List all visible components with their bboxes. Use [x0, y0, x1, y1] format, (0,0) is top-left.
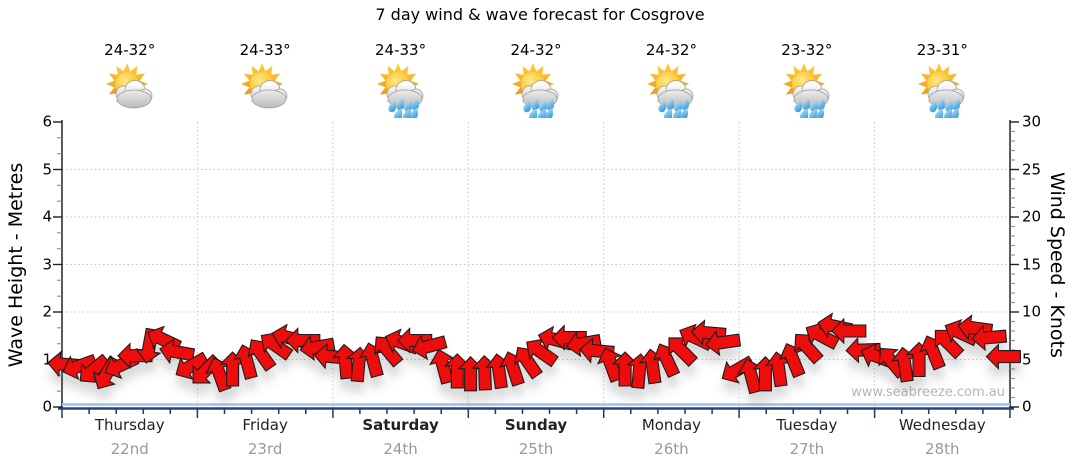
day-temperature: 24-33° [375, 41, 427, 59]
day-temperature: 24-33° [239, 41, 291, 59]
left-axis-tick-label: 6 [42, 112, 52, 131]
right-axis-tick-label: 10 [1022, 302, 1042, 321]
day-name: Thursday [94, 416, 165, 434]
chart-title: 7 day wind & wave forecast for Cosgrove [375, 5, 705, 24]
right-axis-tick-label: 20 [1022, 207, 1042, 226]
day-date: 23rd [247, 440, 283, 458]
day-temperature: 23-32° [781, 41, 833, 59]
day-temperature: 24-32° [510, 41, 562, 59]
day-name: Wednesday [898, 416, 986, 434]
day-date: 25th [518, 440, 554, 458]
day-date: 22nd [110, 440, 149, 458]
right-axis-tick-label: 15 [1022, 255, 1042, 274]
left-axis-tick-label: 2 [42, 302, 52, 321]
day-date: 24th [383, 440, 418, 458]
left-axis-tick-label: 0 [42, 397, 52, 416]
right-axis-tick-label: 30 [1022, 112, 1042, 131]
day-name: Tuesday [776, 416, 838, 434]
left-axis-tick-label: 5 [42, 160, 52, 179]
day-temperature: 24-32° [645, 41, 697, 59]
day-temperature: 23-31° [916, 41, 968, 59]
left-axis-tick-label: 4 [42, 207, 52, 226]
right-axis-tick-label: 5 [1022, 350, 1032, 369]
right-axis-tick-label: 25 [1022, 160, 1042, 179]
day-name: Sunday [504, 416, 568, 434]
day-name: Saturday [362, 416, 439, 434]
watermark: www.seabreeze.com.au [851, 385, 1005, 400]
wind-arrow [985, 344, 1021, 370]
left-axis-tick-label: 3 [42, 255, 52, 274]
right-axis-tick-label: 0 [1022, 397, 1032, 416]
left-axis-tick-label: 1 [42, 350, 52, 369]
day-name: Monday [641, 416, 702, 434]
day-date: 28th [925, 440, 960, 458]
day-name: Friday [242, 416, 288, 434]
day-date: 26th [654, 440, 689, 458]
day-temperature: 24-32° [104, 41, 156, 59]
day-date: 27th [789, 440, 825, 458]
